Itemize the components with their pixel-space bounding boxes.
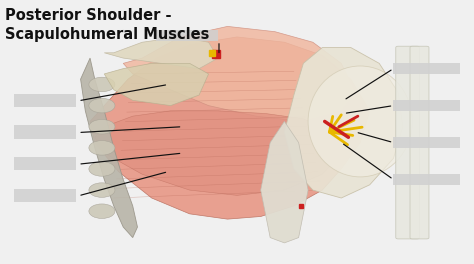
Ellipse shape: [308, 66, 412, 177]
Polygon shape: [123, 26, 356, 121]
Polygon shape: [104, 37, 218, 69]
Bar: [14, 157, 76, 170]
Polygon shape: [104, 63, 209, 106]
Bar: [393, 174, 460, 185]
Bar: [14, 94, 76, 107]
Ellipse shape: [89, 119, 115, 134]
Ellipse shape: [89, 98, 115, 113]
Bar: [14, 125, 76, 139]
Polygon shape: [81, 58, 137, 238]
FancyBboxPatch shape: [410, 46, 429, 239]
Ellipse shape: [89, 140, 115, 155]
Ellipse shape: [89, 183, 115, 197]
Bar: [14, 189, 76, 202]
FancyBboxPatch shape: [396, 46, 419, 239]
Polygon shape: [90, 37, 370, 219]
Text: Posterior Shoulder -
Scapulohumeral Muscles: Posterior Shoulder - Scapulohumeral Musc…: [5, 8, 209, 41]
Polygon shape: [261, 121, 308, 243]
Ellipse shape: [89, 204, 115, 218]
Bar: [393, 63, 460, 74]
Polygon shape: [284, 48, 403, 198]
Polygon shape: [95, 111, 341, 195]
Bar: [393, 100, 460, 111]
Ellipse shape: [89, 162, 115, 176]
Bar: [393, 137, 460, 148]
Bar: [156, 30, 218, 41]
Ellipse shape: [89, 77, 115, 92]
